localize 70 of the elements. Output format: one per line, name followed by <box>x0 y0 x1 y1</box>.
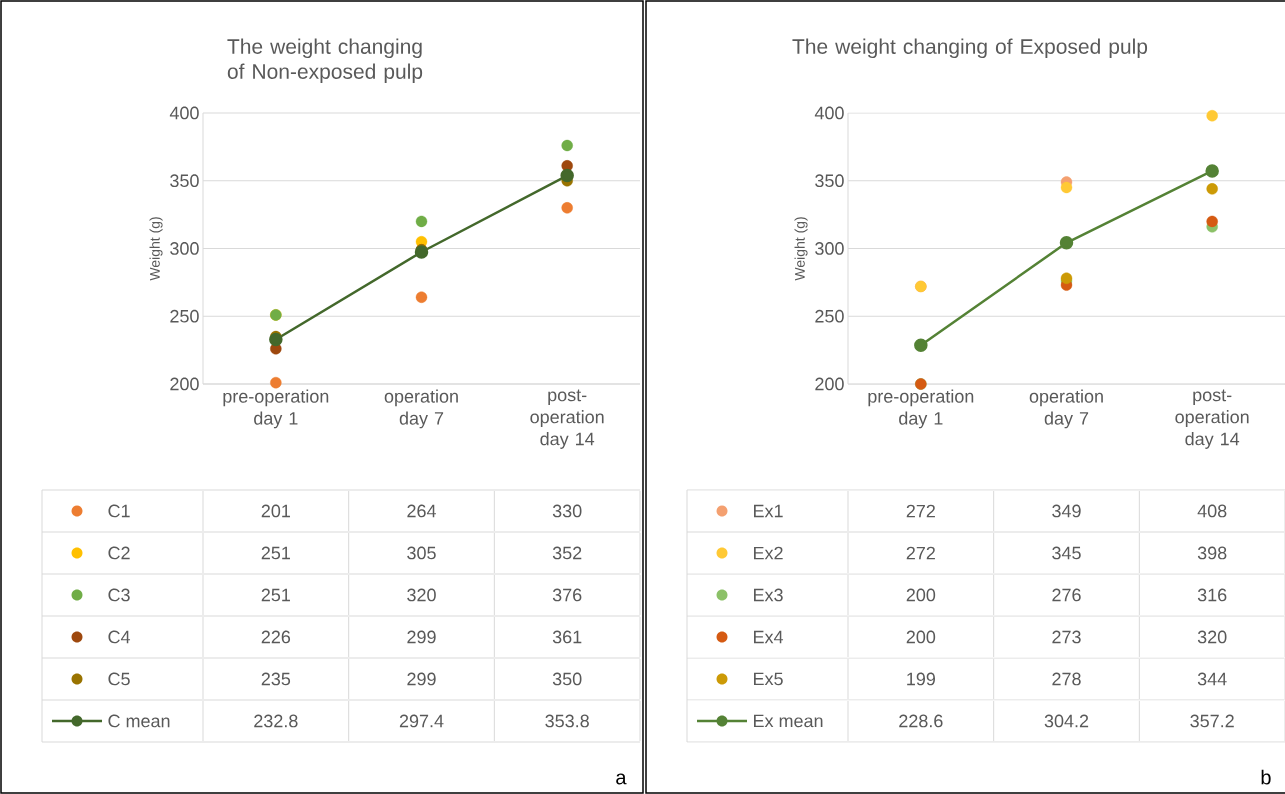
legend-label: Ex4 <box>754 630 784 644</box>
legend-label: Ex5 <box>754 672 783 686</box>
data-label: 320 <box>1197 630 1227 644</box>
x-tick-label: pre-operation day 1 <box>868 389 974 429</box>
data-label: 264 <box>407 504 436 518</box>
data-label: 299 <box>407 630 436 644</box>
text: b <box>1261 769 1271 785</box>
data-label: 330 <box>552 504 582 518</box>
data-label: 200 <box>906 630 936 644</box>
data-label: 272 <box>906 546 935 560</box>
x-tick-label: post-operation day 14 <box>1175 389 1249 449</box>
data-label: 276 <box>1052 588 1081 602</box>
text: 199 <box>907 672 935 686</box>
data-label: 299 <box>407 672 436 686</box>
legend-label: Ex2 <box>754 546 783 560</box>
y-tick-label: 200 <box>815 377 844 391</box>
legend-label: Ex1 <box>754 504 783 518</box>
y-tick-label: 300 <box>170 242 199 255</box>
x-tick-label: pre-operation day 1 <box>223 389 329 429</box>
data-label: 304.2 <box>1044 714 1089 728</box>
text: 408 <box>1197 504 1227 518</box>
data-label: 251 <box>261 588 290 602</box>
x-tick-label: post-operation day 14 <box>530 389 604 449</box>
data-label: 361 <box>552 630 582 644</box>
data-label: 235 <box>261 672 291 686</box>
y-tick-label: 200 <box>170 377 199 391</box>
y-tick-label: 350 <box>815 174 844 188</box>
data-label: 345 <box>1052 546 1081 560</box>
data-label: 349 <box>1052 504 1081 518</box>
data-label: 200 <box>906 588 936 602</box>
data-label: 344 <box>1197 672 1227 686</box>
y-tick-label: 350 <box>170 174 199 188</box>
data-label: 398 <box>1197 546 1227 560</box>
legend-label: C5 <box>108 672 130 686</box>
text: a <box>616 773 627 785</box>
data-label: 376 <box>552 588 582 602</box>
y-tick-label: 400 <box>814 106 844 120</box>
y-tick-label: 250 <box>815 309 844 323</box>
data-label: 305 <box>407 546 436 560</box>
y-axis-title: Weight (g) <box>149 217 163 281</box>
x-tick-label: operation day 7 <box>384 389 458 429</box>
chart-title: The weight changing of Non-exposed pulp <box>227 38 423 84</box>
y-tick-label: 400 <box>169 106 199 120</box>
y-axis-title: Weight (g) <box>794 217 808 281</box>
data-label: 357.2 <box>1190 714 1234 728</box>
data-label: 278 <box>1052 672 1081 686</box>
data-label: 273 <box>1052 630 1081 644</box>
legend-label: C2 <box>108 546 130 560</box>
text: 352 <box>552 546 582 560</box>
data-label: 228.6 <box>899 714 943 728</box>
data-label: 226 <box>261 630 291 644</box>
legend-label: C4 <box>108 630 131 644</box>
data-label: 350 <box>552 672 582 686</box>
data-label: 272 <box>906 504 935 518</box>
data-label: 353.8 <box>545 714 589 728</box>
data-label: 251 <box>261 546 290 560</box>
data-label: 201 <box>261 504 290 518</box>
data-label: 297.4 <box>399 714 444 728</box>
legend-label: C3 <box>108 588 130 602</box>
y-tick-label: 250 <box>170 309 199 323</box>
legend-label: C1 <box>108 504 130 518</box>
legend-label: Ex mean <box>754 714 823 728</box>
data-label: 232.8 <box>254 714 298 728</box>
data-label: 316 <box>1197 588 1227 602</box>
x-tick-label: operation day 7 <box>1029 389 1103 429</box>
legend-label: Ex3 <box>754 588 783 602</box>
legend-label: C mean <box>108 714 170 728</box>
y-tick-label: 300 <box>815 242 844 255</box>
chart-title: The weight changing of Exposed pulp <box>792 38 1148 59</box>
data-label: 320 <box>407 588 436 602</box>
